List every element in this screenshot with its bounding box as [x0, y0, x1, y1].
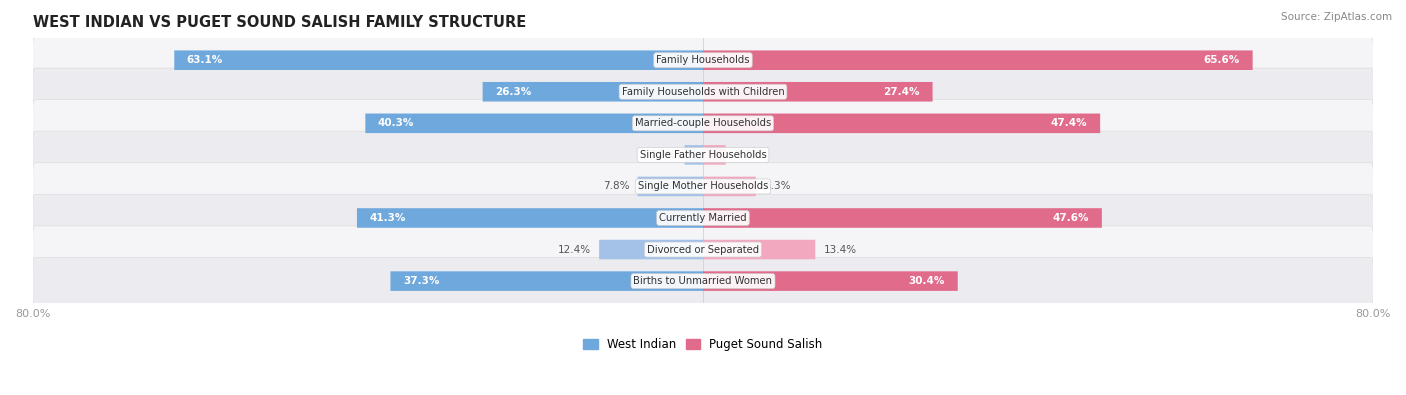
Text: Married-couple Households: Married-couple Households: [636, 118, 770, 128]
Text: 2.2%: 2.2%: [650, 150, 676, 160]
FancyBboxPatch shape: [391, 271, 703, 291]
Text: 2.7%: 2.7%: [734, 150, 761, 160]
FancyBboxPatch shape: [482, 82, 703, 102]
FancyBboxPatch shape: [32, 131, 1374, 179]
FancyBboxPatch shape: [32, 100, 1374, 147]
FancyBboxPatch shape: [685, 145, 703, 165]
Text: 6.3%: 6.3%: [765, 181, 790, 192]
FancyBboxPatch shape: [703, 82, 932, 102]
FancyBboxPatch shape: [703, 240, 815, 260]
Text: Source: ZipAtlas.com: Source: ZipAtlas.com: [1281, 12, 1392, 22]
Text: 63.1%: 63.1%: [187, 55, 224, 65]
FancyBboxPatch shape: [703, 208, 1102, 228]
Text: Currently Married: Currently Married: [659, 213, 747, 223]
FancyBboxPatch shape: [357, 208, 703, 228]
Legend: West Indian, Puget Sound Salish: West Indian, Puget Sound Salish: [579, 333, 827, 356]
Text: 47.6%: 47.6%: [1053, 213, 1090, 223]
FancyBboxPatch shape: [32, 163, 1374, 210]
FancyBboxPatch shape: [703, 271, 957, 291]
FancyBboxPatch shape: [703, 51, 1253, 70]
FancyBboxPatch shape: [703, 177, 756, 196]
Text: 41.3%: 41.3%: [370, 213, 406, 223]
FancyBboxPatch shape: [32, 68, 1374, 115]
Text: 30.4%: 30.4%: [908, 276, 945, 286]
FancyBboxPatch shape: [638, 177, 703, 196]
Text: 7.8%: 7.8%: [603, 181, 630, 192]
Text: 26.3%: 26.3%: [495, 87, 531, 97]
FancyBboxPatch shape: [703, 145, 725, 165]
Text: 47.4%: 47.4%: [1050, 118, 1088, 128]
FancyBboxPatch shape: [32, 194, 1374, 242]
Text: Single Father Households: Single Father Households: [640, 150, 766, 160]
Text: 13.4%: 13.4%: [824, 245, 856, 254]
FancyBboxPatch shape: [32, 226, 1374, 273]
FancyBboxPatch shape: [174, 51, 703, 70]
Text: 27.4%: 27.4%: [883, 87, 920, 97]
Text: 12.4%: 12.4%: [558, 245, 591, 254]
Text: Single Mother Households: Single Mother Households: [638, 181, 768, 192]
Text: Births to Unmarried Women: Births to Unmarried Women: [634, 276, 772, 286]
Text: Family Households: Family Households: [657, 55, 749, 65]
FancyBboxPatch shape: [366, 113, 703, 133]
FancyBboxPatch shape: [32, 258, 1374, 305]
Text: 37.3%: 37.3%: [404, 276, 440, 286]
Text: Family Households with Children: Family Households with Children: [621, 87, 785, 97]
FancyBboxPatch shape: [599, 240, 703, 260]
FancyBboxPatch shape: [32, 36, 1374, 84]
Text: Divorced or Separated: Divorced or Separated: [647, 245, 759, 254]
Text: WEST INDIAN VS PUGET SOUND SALISH FAMILY STRUCTURE: WEST INDIAN VS PUGET SOUND SALISH FAMILY…: [32, 15, 526, 30]
FancyBboxPatch shape: [703, 113, 1099, 133]
Text: 65.6%: 65.6%: [1204, 55, 1240, 65]
Text: 40.3%: 40.3%: [378, 118, 415, 128]
